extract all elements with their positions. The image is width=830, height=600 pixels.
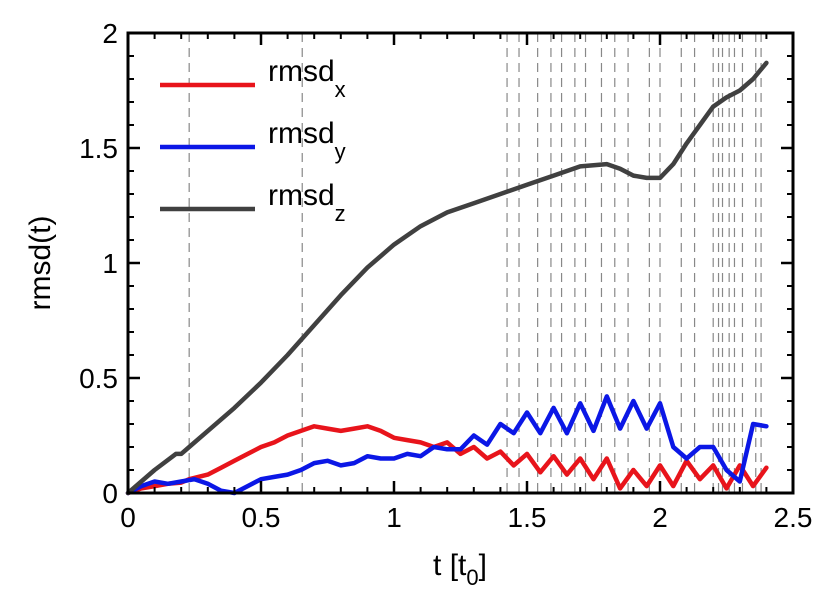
y-tick-label-2: 1: [102, 248, 118, 279]
vertical-dashed-lines: [188, 33, 762, 493]
series-line-rmsd-z: [125, 60, 769, 496]
x-tick-label-1: 0.5: [242, 502, 281, 533]
x-axis-label: t [t0]: [433, 549, 487, 590]
x-tick-label-4: 2: [652, 502, 668, 533]
x-axis-label-sub: 0: [466, 565, 478, 590]
y-tick-label-1: 0.5: [79, 363, 118, 394]
x-tick-label-0: 0: [120, 502, 136, 533]
x-axis-label-main: t [t: [433, 549, 467, 582]
legend: rmsdx rmsdy rmsdz: [160, 55, 346, 226]
series-line-rmsd-x: [125, 424, 769, 496]
legend-label-rmsd-y: rmsdy: [268, 117, 346, 164]
y-tick-label-3: 1.5: [79, 133, 118, 164]
y-axis-label: rmsd(t): [24, 216, 57, 311]
y-axis: 0 0.5 1 1.5 2: [79, 18, 793, 509]
x-axis: 0 0.5 1 1.5 2 2.5: [120, 33, 812, 533]
x-tick-label-5: 2.5: [774, 502, 813, 533]
legend-label-rmsd-z: rmsdz: [268, 179, 346, 226]
plot-frame: [126, 31, 795, 495]
y-tick-label-0: 0: [102, 478, 118, 509]
x-tick-label-2: 1: [386, 502, 402, 533]
x-axis-label-tail: ]: [479, 549, 487, 582]
series-lines: [125, 60, 769, 496]
x-tick-label-3: 1.5: [508, 502, 547, 533]
y-tick-label-4: 2: [102, 18, 118, 49]
legend-label-rmsd-x: rmsdx: [268, 55, 346, 102]
